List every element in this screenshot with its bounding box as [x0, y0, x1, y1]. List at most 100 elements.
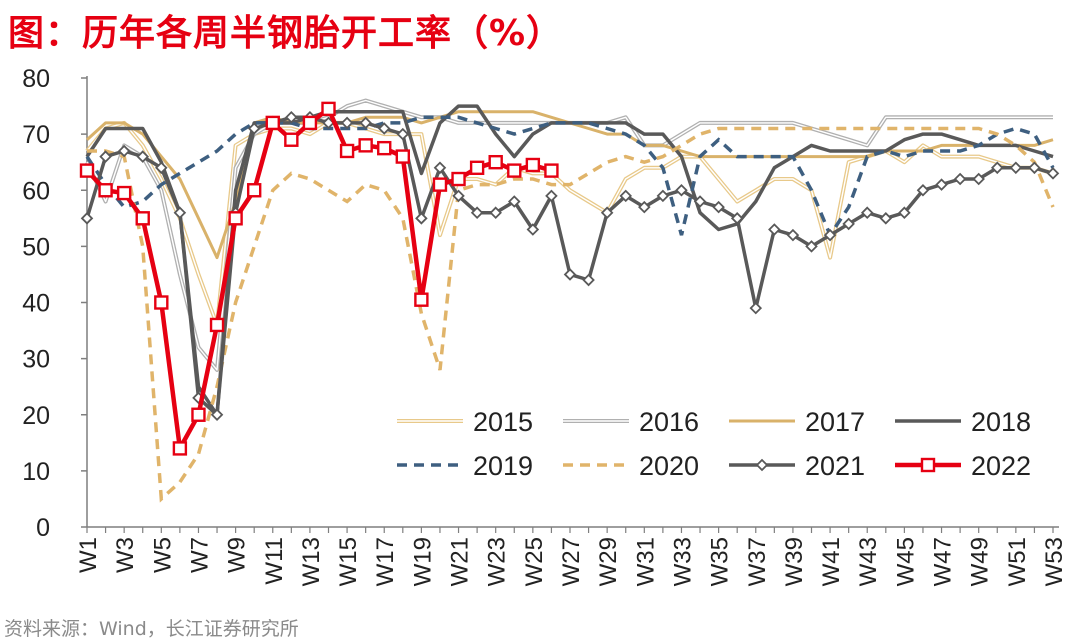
x-tick-label: W49	[967, 537, 994, 586]
data-point-2021	[638, 200, 651, 214]
legend-label: 2016	[639, 407, 699, 437]
series-2020	[87, 126, 1055, 503]
data-point-2021	[80, 212, 94, 225]
data-point-2021	[916, 183, 930, 197]
data-point-2021	[730, 212, 744, 225]
legend-item-2019: 2019	[397, 451, 533, 481]
data-point-2021	[433, 161, 447, 175]
x-tick-label: W51	[1004, 537, 1031, 586]
y-tick-label: 60	[22, 177, 50, 205]
x-tick-label: W7	[186, 537, 213, 573]
data-point-2021	[210, 408, 224, 422]
data-point-2022	[451, 171, 466, 187]
data-point-2021	[619, 189, 633, 203]
data-point-2021	[805, 240, 818, 253]
y-tick-label: 40	[22, 290, 50, 318]
data-point-2022	[395, 149, 411, 164]
x-tick-label: W11	[261, 537, 288, 585]
x-tick-label: W15	[335, 537, 362, 586]
legend-item-2020: 2020	[563, 451, 699, 481]
x-tick-label: W43	[855, 537, 882, 586]
legend-label: 2021	[805, 451, 865, 481]
data-point-2022	[339, 143, 355, 159]
x-tick-label: W13	[298, 537, 325, 586]
data-point-2021	[247, 122, 261, 135]
x-tick-label: W19	[409, 537, 436, 586]
data-point-2021	[1009, 161, 1023, 175]
data-point-2021	[768, 223, 781, 236]
x-tick-label: W25	[521, 537, 548, 586]
source-note: 资料来源：Wind，长江证券研究所	[4, 618, 299, 640]
legend-marker-2022	[920, 457, 936, 473]
data-point-2021	[396, 127, 410, 141]
legend-item-2018: 2018	[895, 407, 1031, 437]
data-point-2021	[675, 183, 688, 197]
series-2019	[85, 115, 1055, 239]
data-point-2021	[359, 116, 372, 130]
data-point-2021	[990, 161, 1004, 175]
series-2015	[85, 120, 1054, 327]
x-tick-label: W29	[595, 537, 622, 586]
x-tick-label: W17	[372, 537, 399, 586]
x-tick-label: W21	[447, 537, 474, 586]
series-2018	[85, 104, 1054, 417]
data-point-2021	[935, 178, 948, 191]
y-tick-label: 30	[22, 346, 50, 374]
data-point-2022	[191, 407, 206, 422]
data-point-2022	[116, 185, 132, 201]
legend-label: 2019	[473, 451, 533, 481]
legend-label: 2020	[639, 451, 699, 481]
chart-series	[79, 98, 1060, 503]
y-tick-label: 10	[22, 458, 50, 486]
data-point-2021	[656, 189, 670, 203]
data-point-2021	[452, 189, 465, 203]
data-point-2022	[172, 441, 188, 456]
data-point-2022	[507, 163, 522, 178]
x-tick-label: W31	[632, 537, 659, 586]
x-tick-label: W41	[818, 537, 845, 586]
x-tick-label: W5	[149, 537, 176, 573]
x-tick-label: W39	[781, 537, 808, 586]
legend-label: 2022	[971, 451, 1031, 481]
data-point-2021	[489, 206, 502, 219]
data-point-2022	[79, 163, 95, 178]
data-point-2021	[582, 273, 595, 287]
data-point-2021	[786, 228, 800, 242]
data-point-2022	[228, 211, 243, 226]
y-tick-label: 50	[22, 233, 50, 261]
series-2022	[79, 101, 559, 456]
legend-item-2021: 2021	[729, 451, 865, 481]
data-point-2022	[432, 177, 448, 192]
data-point-2021	[377, 122, 391, 135]
data-point-2021	[470, 206, 484, 219]
data-point-2022	[209, 317, 225, 333]
data-point-2021	[136, 150, 150, 163]
data-point-2022	[544, 163, 559, 178]
x-tick-label: W23	[484, 537, 511, 586]
data-point-2022	[135, 211, 150, 226]
data-point-2022	[321, 101, 336, 117]
x-tick-label: W9	[224, 537, 251, 573]
data-point-2021	[285, 111, 298, 124]
data-point-2021	[526, 223, 540, 236]
x-tick-label: W37	[744, 537, 771, 586]
data-point-2022	[525, 157, 541, 173]
x-tick-label: W53	[1041, 537, 1068, 586]
data-point-2022	[377, 140, 392, 156]
data-point-2021	[842, 217, 855, 231]
data-point-2021	[1046, 167, 1060, 180]
data-point-2021	[972, 172, 985, 186]
x-tick-label: W1	[75, 537, 102, 573]
data-point-2021	[340, 116, 354, 130]
data-point-2022	[469, 160, 485, 176]
data-point-2021	[173, 206, 187, 219]
data-point-2021	[600, 206, 614, 219]
legend-marker-2021	[755, 458, 769, 472]
data-point-2021	[117, 144, 131, 158]
data-point-2022	[414, 292, 429, 307]
data-point-2022	[246, 183, 262, 198]
legend-item-2017: 2017	[729, 407, 865, 437]
data-point-2021	[155, 161, 168, 175]
data-point-2021	[953, 172, 967, 186]
data-point-2022	[265, 115, 280, 131]
